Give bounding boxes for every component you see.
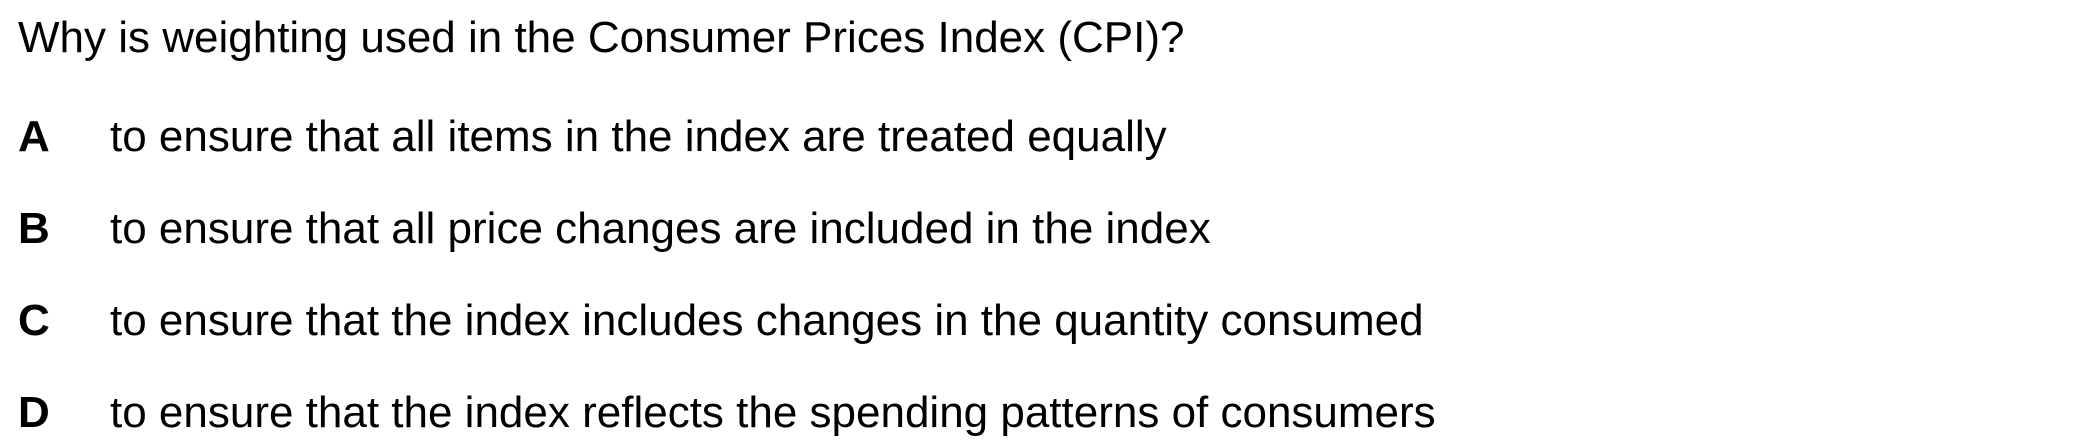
option-c[interactable]: C to ensure that the index includes chan… [18, 291, 1424, 351]
option-a[interactable]: A to ensure that all items in the index … [18, 107, 1167, 167]
option-letter: A [18, 112, 50, 161]
option-text: to ensure that all price changes are inc… [110, 204, 1211, 253]
option-letter: D [18, 388, 50, 437]
option-text: to ensure that the index reflects the sp… [110, 388, 1436, 437]
question-text: Why is weighting used in the Consumer Pr… [18, 13, 1185, 62]
option-letter: C [18, 296, 50, 345]
option-d[interactable]: D to ensure that the index reflects the … [18, 383, 1436, 443]
option-letter: B [18, 204, 50, 253]
option-b[interactable]: B to ensure that all price changes are i… [18, 199, 1211, 259]
option-text: to ensure that the index includes change… [110, 296, 1424, 345]
option-text: to ensure that all items in the index ar… [110, 112, 1167, 161]
